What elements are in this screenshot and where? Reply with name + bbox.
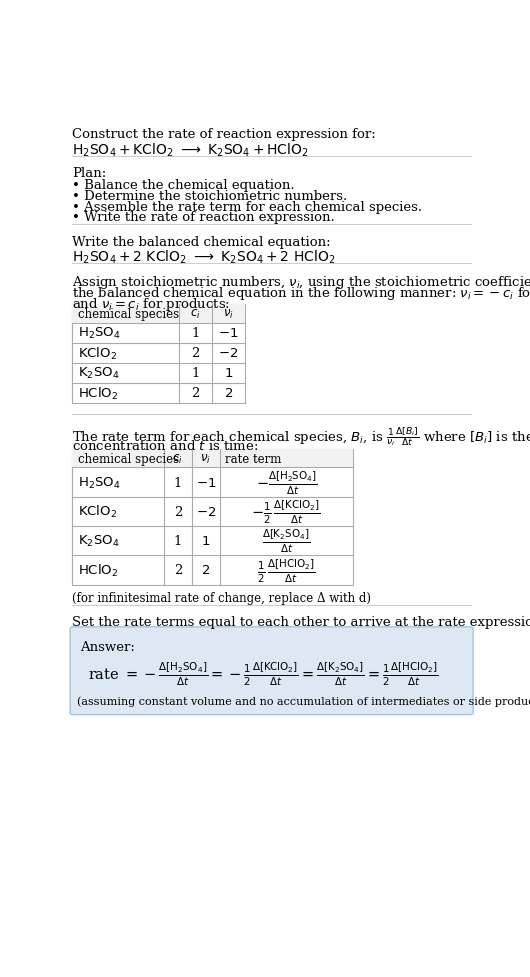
Text: 1: 1: [191, 327, 200, 340]
Text: chemical species: chemical species: [78, 452, 179, 465]
Text: $\mathrm{K_2SO_4}$: $\mathrm{K_2SO_4}$: [78, 365, 119, 381]
Text: $c_i$: $c_i$: [172, 452, 183, 465]
Text: $\mathrm{KClO_2}$: $\mathrm{KClO_2}$: [78, 345, 117, 361]
Text: rate $= -\frac{\Delta[\mathrm{H_2SO_4}]}{\Delta t}= -\frac{1}{2}\frac{\Delta[\ma: rate $= -\frac{\Delta[\mathrm{H_2SO_4}]}…: [88, 660, 439, 688]
Text: $-1$: $-1$: [196, 476, 216, 489]
Text: $\mathrm{H_2SO_4 + 2\ KClO_2\ \longrightarrow\ K_2SO_4 + 2\ HClO_2}$: $\mathrm{H_2SO_4 + 2\ KClO_2\ \longright…: [73, 248, 336, 266]
Text: $2$: $2$: [224, 387, 233, 400]
Text: $-2$: $-2$: [196, 505, 216, 519]
Text: $1$: $1$: [224, 367, 233, 380]
Text: $\nu_i$: $\nu_i$: [200, 452, 211, 465]
Text: Set the rate terms equal to each other to arrive at the rate expression:: Set the rate terms equal to each other t…: [73, 616, 530, 628]
Bar: [73, 449, 353, 585]
Text: 2: 2: [191, 347, 200, 360]
Bar: [73, 305, 244, 404]
Text: The rate term for each chemical species, $B_i$, is $\frac{1}{\nu_i}\frac{\Delta[: The rate term for each chemical species,…: [73, 425, 530, 447]
Text: 2: 2: [174, 564, 182, 576]
Text: rate term: rate term: [225, 452, 281, 465]
Text: • Write the rate of reaction expression.: • Write the rate of reaction expression.: [73, 211, 335, 224]
Text: $-2$: $-2$: [218, 347, 238, 360]
Text: $\mathrm{HClO_2}$: $\mathrm{HClO_2}$: [78, 385, 118, 402]
Text: $\frac{\Delta[\mathrm{K_2SO_4}]}{\Delta t}$: $\frac{\Delta[\mathrm{K_2SO_4}]}{\Delta …: [262, 528, 311, 555]
Text: concentration and $t$ is time:: concentration and $t$ is time:: [73, 439, 259, 452]
Text: $\mathrm{HClO_2}$: $\mathrm{HClO_2}$: [78, 563, 118, 578]
Text: Write the balanced chemical equation:: Write the balanced chemical equation:: [73, 235, 331, 249]
Text: $-1$: $-1$: [218, 327, 238, 340]
Text: and $\nu_i = c_i$ for products:: and $\nu_i = c_i$ for products:: [73, 296, 231, 313]
Text: $\mathrm{KClO_2}$: $\mathrm{KClO_2}$: [78, 504, 117, 520]
Text: $c_i$: $c_i$: [190, 308, 201, 320]
Text: 1: 1: [174, 476, 182, 489]
Text: 2: 2: [191, 387, 200, 400]
Text: Plan:: Plan:: [73, 166, 107, 180]
Text: $2$: $2$: [201, 564, 210, 576]
FancyBboxPatch shape: [70, 627, 473, 715]
Text: $\mathrm{H_2SO_4}$: $\mathrm{H_2SO_4}$: [78, 475, 120, 490]
Text: $-\frac{\Delta[\mathrm{H_2SO_4}]}{\Delta t}$: $-\frac{\Delta[\mathrm{H_2SO_4}]}{\Delta…: [255, 469, 317, 496]
Text: (assuming constant volume and no accumulation of intermediates or side products): (assuming constant volume and no accumul…: [77, 696, 530, 706]
Text: $\mathrm{H_2SO_4 + KClO_2\ \longrightarrow\ K_2SO_4 + HClO_2}$: $\mathrm{H_2SO_4 + KClO_2\ \longrightarr…: [73, 142, 309, 159]
Text: $\mathrm{K_2SO_4}$: $\mathrm{K_2SO_4}$: [78, 533, 119, 549]
Text: Construct the rate of reaction expression for:: Construct the rate of reaction expressio…: [73, 128, 376, 141]
Text: the balanced chemical equation in the following manner: $\nu_i = -c_i$ for react: the balanced chemical equation in the fo…: [73, 285, 530, 302]
Text: $\mathrm{H_2SO_4}$: $\mathrm{H_2SO_4}$: [78, 326, 120, 341]
Text: (for infinitesimal rate of change, replace Δ with d): (for infinitesimal rate of change, repla…: [73, 591, 372, 604]
Text: $\frac{1}{2}\,\frac{\Delta[\mathrm{HClO_2}]}{\Delta t}$: $\frac{1}{2}\,\frac{\Delta[\mathrm{HClO_…: [257, 557, 315, 584]
Text: $1$: $1$: [201, 534, 210, 547]
Text: $-\frac{1}{2}\,\frac{\Delta[\mathrm{KClO_2}]}{\Delta t}$: $-\frac{1}{2}\,\frac{\Delta[\mathrm{KClO…: [252, 498, 321, 526]
Bar: [73, 305, 244, 323]
Text: 1: 1: [191, 367, 200, 380]
Text: Answer:: Answer:: [80, 640, 135, 654]
Bar: [73, 449, 353, 468]
Text: 2: 2: [174, 505, 182, 519]
Text: 1: 1: [174, 534, 182, 547]
Text: chemical species: chemical species: [78, 308, 179, 320]
Text: • Assemble the rate term for each chemical species.: • Assemble the rate term for each chemic…: [73, 200, 422, 213]
Text: Assign stoichiometric numbers, $\nu_i$, using the stoichiometric coefficients, $: Assign stoichiometric numbers, $\nu_i$, …: [73, 275, 530, 291]
Text: • Determine the stoichiometric numbers.: • Determine the stoichiometric numbers.: [73, 190, 348, 202]
Text: • Balance the chemical equation.: • Balance the chemical equation.: [73, 179, 295, 191]
Text: $\nu_i$: $\nu_i$: [223, 308, 234, 320]
